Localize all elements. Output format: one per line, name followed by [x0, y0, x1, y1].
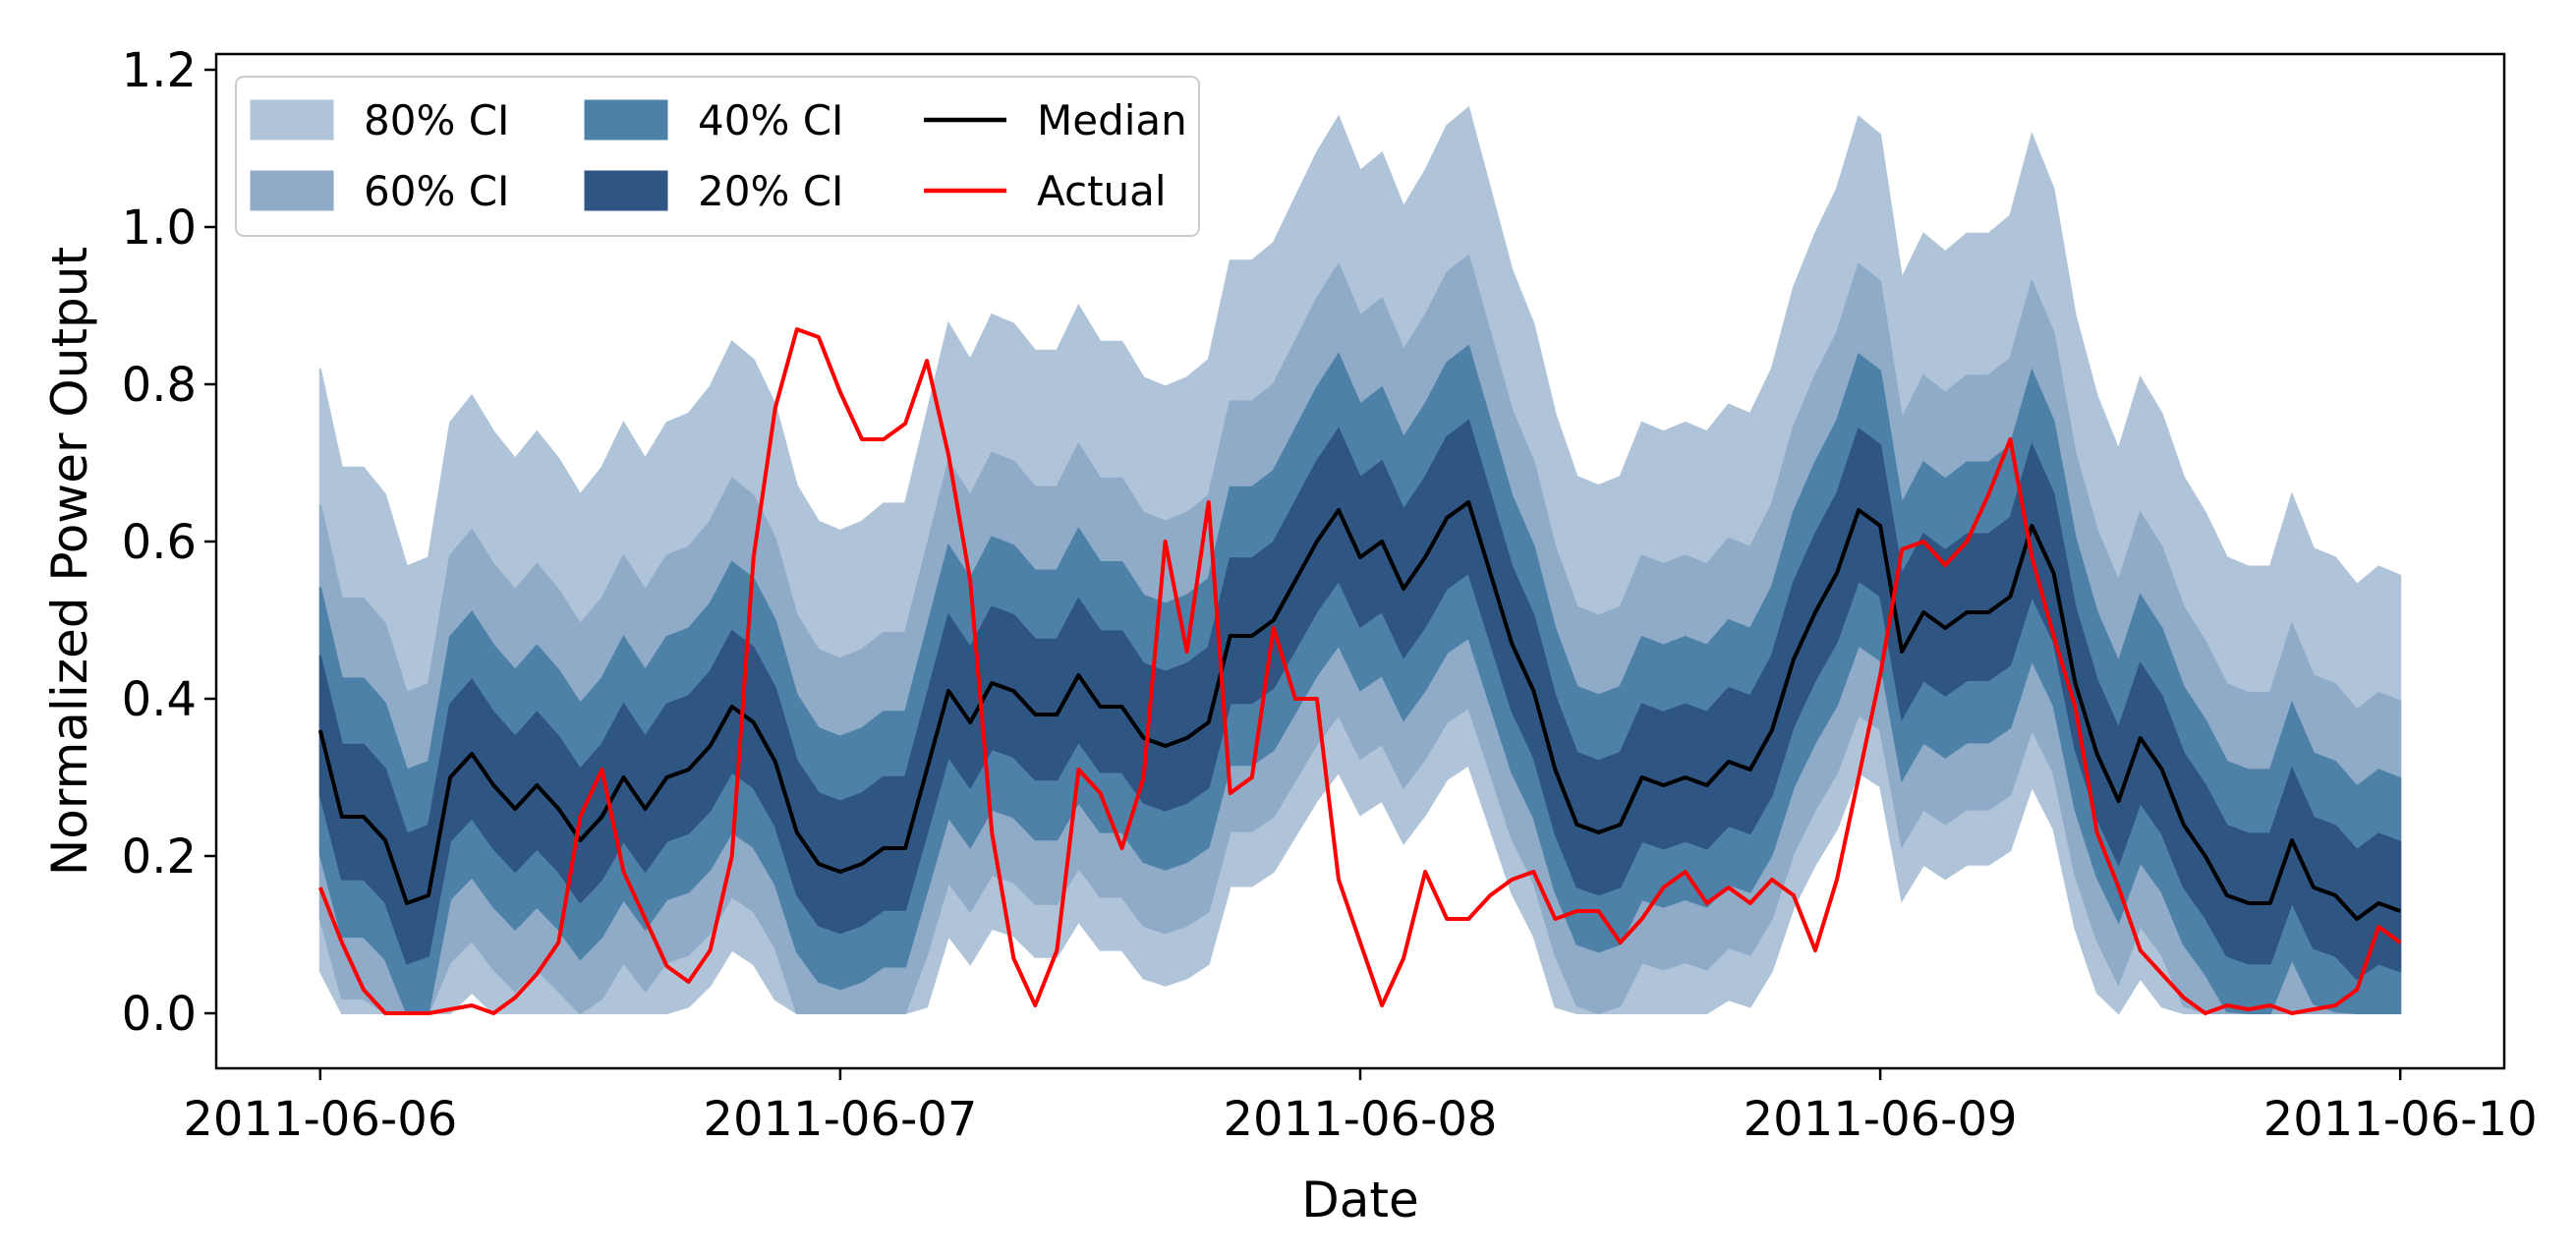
x-axis-title: Date [1301, 1171, 1419, 1228]
y-tick-label: 1.0 [122, 200, 197, 256]
legend-box [235, 76, 1200, 237]
y-tick-label: 0.0 [122, 987, 197, 1042]
legend-swatch [250, 170, 334, 211]
legend: 80% CI 60% CI 40% CI 20% CI Median Actual [235, 76, 1200, 237]
legend-label: 60% CI [364, 167, 509, 215]
legend-swatch [250, 99, 334, 141]
x-tick-label: 2011-06-09 [1744, 1092, 2018, 1147]
median-line [317, 500, 2401, 921]
x-tick-label: 2011-06-08 [1224, 1092, 1498, 1147]
y-tick-label: 1.2 [122, 43, 197, 98]
ci-bands [318, 105, 2402, 1015]
legend-label: 80% CI [364, 96, 509, 144]
y-tick-label: 0.6 [122, 515, 197, 570]
y-tick-label: 0.2 [122, 829, 197, 885]
legend-label: Median [1037, 96, 1187, 144]
legend-swatch [584, 170, 668, 211]
y-tick-label: 0.4 [122, 672, 197, 727]
band-ci20 [318, 419, 2402, 981]
legend-swatch [584, 99, 668, 141]
y-axis: 0.0 0.2 0.4 0.6 0.8 1.0 1.2 [122, 43, 216, 1042]
actual-line [317, 327, 2402, 1015]
legend-label: 20% CI [698, 167, 843, 215]
legend-label: 40% CI [698, 96, 843, 144]
legend-label: Actual [1037, 167, 1167, 215]
x-tick-label: 2011-06-06 [183, 1092, 457, 1147]
y-axis-title: Normalized Power Output [41, 247, 98, 876]
series-lines [317, 327, 2402, 1015]
x-axis: 2011-06-06 2011-06-07 2011-06-08 2011-06-09… [183, 1068, 2538, 1147]
x-tick-label: 2011-06-10 [2263, 1092, 2538, 1147]
y-tick-label: 0.8 [122, 358, 197, 413]
x-tick-label: 2011-06-07 [703, 1092, 977, 1147]
